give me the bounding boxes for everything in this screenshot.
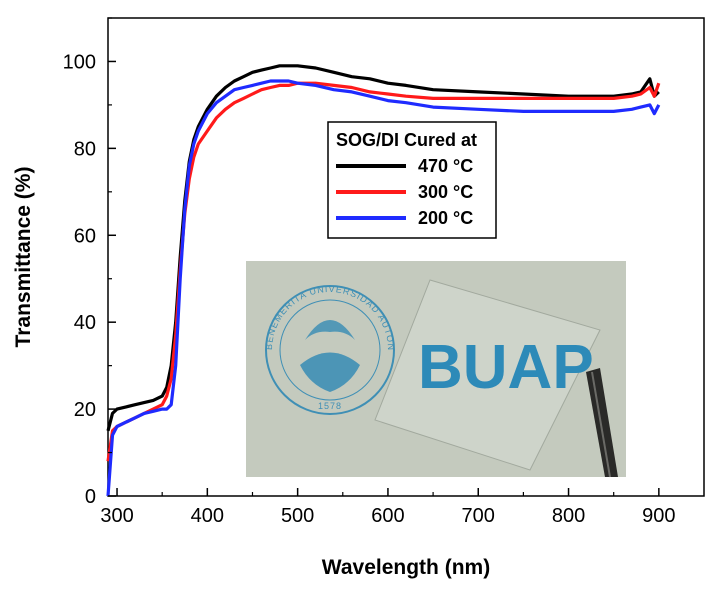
y-tick-label: 100 <box>63 51 96 73</box>
x-tick-label: 800 <box>552 505 585 527</box>
y-tick-label: 40 <box>74 312 96 334</box>
plot-frame <box>107 17 705 497</box>
series-line-1 <box>106 64 660 432</box>
glass-substrate <box>374 279 601 471</box>
x-tick-label: 900 <box>642 505 675 527</box>
x-tick-label: 500 <box>281 505 314 527</box>
tweezers-highlight <box>591 371 611 478</box>
tweezers <box>586 368 618 477</box>
series-line-2 <box>106 81 661 462</box>
seal-year: 1578 <box>318 401 342 411</box>
legend-title: SOG/DI Cured at <box>336 130 477 150</box>
x-tick-label: 700 <box>462 505 495 527</box>
legend-label: 300 °C <box>418 182 473 202</box>
x-tick-label: 600 <box>371 505 404 527</box>
photo-buap-text: BUAP <box>418 333 594 402</box>
y-tick-label: 80 <box>74 138 96 160</box>
x-tick-label: 300 <box>100 505 133 527</box>
y-tick-label: 60 <box>74 225 96 247</box>
x-axis-title: Wavelength (nm) <box>322 556 490 579</box>
legend-label: 470 °C <box>418 156 473 176</box>
y-axis: 0 20 40 60 80 100 <box>63 17 116 508</box>
legend: SOG/DI Cured at 470 °C 300 °C 200 °C <box>327 121 497 239</box>
y-tick-label: 20 <box>74 399 96 421</box>
series-line-3 <box>106 79 661 497</box>
x-axis: 300 400 500 600 700 800 900 <box>100 488 676 527</box>
y-axis-title: Transmittance (%) <box>12 167 35 348</box>
legend-label: 200 °C <box>418 208 473 228</box>
y-tick-label: 0 <box>85 486 96 508</box>
series-group <box>106 64 661 497</box>
x-tick-label: 400 <box>191 505 224 527</box>
